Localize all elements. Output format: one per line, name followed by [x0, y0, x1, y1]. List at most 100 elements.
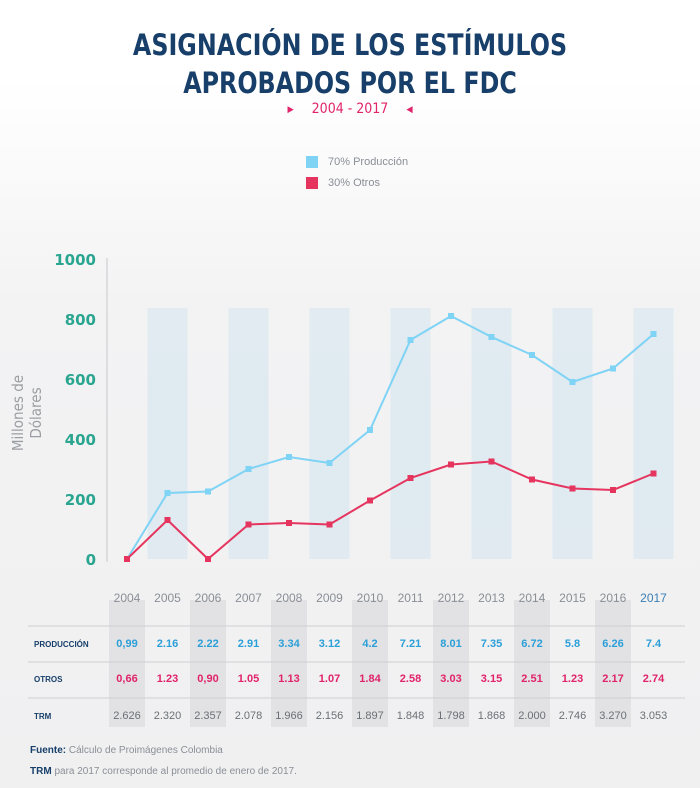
x-tick-label: 2008: [275, 591, 303, 605]
y-tick-label: 800: [65, 311, 96, 329]
data-point-otros: [245, 521, 252, 528]
x-tick-label: 2004: [113, 591, 141, 605]
table-cell: 1.868: [477, 710, 506, 722]
chart-title-line2: APROBADOS POR EL FDC: [183, 66, 517, 100]
table-cell: 2.746: [558, 710, 587, 722]
data-point-otros: [448, 461, 454, 468]
data-point-produccion: [326, 460, 333, 466]
data-point-otros: [650, 470, 657, 477]
table-cell: 1.897: [356, 710, 384, 722]
triangle-left-icon: ◀: [406, 105, 413, 115]
data-point-produccion: [448, 313, 454, 319]
table-cell: 5.8: [564, 638, 581, 650]
table-column-band: [271, 600, 307, 727]
table-cell: 0,66: [116, 673, 138, 685]
table-cell: 3.270: [599, 710, 627, 722]
chart-column-band: [309, 308, 350, 559]
chart-title-line1: ASIGNACIÓN DE LOS ESTÍMULOS: [132, 28, 568, 62]
subtitle-text: 2004 - 2017: [311, 101, 389, 117]
table-cell: 1.13: [278, 673, 300, 685]
x-tick-label: 2012: [437, 591, 465, 605]
table-cell: 3.15: [480, 673, 503, 685]
table-cell: 2.156: [315, 710, 344, 722]
table-cell: 8.01: [440, 638, 462, 650]
table-cell: 3.053: [639, 710, 668, 722]
series-line-produccion: [126, 314, 655, 560]
chart-column-band: [552, 308, 593, 559]
table-cell: 3.03: [440, 673, 462, 685]
table-cell: 2.91: [237, 638, 260, 650]
chart-subtitle: ▶ 2004 - 2017 ◀: [0, 101, 700, 117]
table-column-band: [514, 600, 550, 727]
table-cell: 2.58: [399, 673, 422, 685]
table-cell: 2.16: [156, 638, 179, 650]
y-tick-label: 600: [65, 371, 96, 389]
x-tick-label: 2006: [194, 591, 222, 605]
data-point-produccion: [407, 337, 414, 343]
data-point-produccion: [205, 488, 211, 495]
table-cell: 4.2: [362, 638, 378, 650]
table-cell: 1.966: [275, 710, 303, 722]
table-cell: 7.35: [480, 638, 503, 650]
table-cell: 1.23: [156, 673, 179, 685]
table-column-band: [433, 600, 469, 727]
table-cell: 2.078: [234, 710, 263, 722]
x-tick-label: 2010: [356, 591, 384, 605]
data-point-produccion: [529, 352, 535, 358]
x-tick-label: 2007: [235, 591, 262, 605]
table-cell: 3.12: [318, 638, 341, 650]
legend-label-produccion: 70% Producción: [328, 155, 409, 168]
table-cell: 2.22: [197, 638, 219, 650]
legend-item-produccion: 70% Producción: [306, 151, 408, 172]
table-cell: 1.798: [437, 710, 465, 722]
x-tick-label: 2016: [599, 591, 627, 605]
table-cell: 0,90: [197, 673, 219, 685]
table-column-band: [109, 600, 145, 727]
chart-column-band: [633, 308, 674, 559]
trm-text: para 2017 corresponde al promedio de ene…: [51, 766, 297, 777]
table-row-label: OTROS: [34, 675, 63, 684]
x-tick-label: 2013: [478, 591, 505, 605]
table-cell: 2.626: [113, 710, 141, 722]
data-point-produccion: [286, 454, 292, 460]
source-text: Cálculo de Proimágenes Colombia: [66, 745, 223, 756]
trm-note: TRM para 2017 corresponde al promedio de…: [30, 766, 297, 777]
table-column-band: [352, 600, 388, 727]
y-tick-label: 0: [86, 551, 96, 569]
chart-column-band: [228, 308, 269, 559]
legend-swatch-otros: [306, 176, 318, 189]
table-cell: 2.000: [518, 710, 546, 722]
y-tick-label: 1000: [54, 251, 96, 269]
table-cell: 1.07: [318, 673, 341, 685]
x-tick-label: 2014: [518, 591, 546, 605]
table-column-band: [595, 600, 631, 727]
table-cell: 6.72: [521, 638, 543, 650]
series-line-otros: [126, 460, 654, 561]
data-point-produccion: [245, 466, 252, 472]
table-row-label: PRODUCCIÓN: [34, 640, 89, 649]
table-cell: 2.320: [153, 710, 182, 722]
legend: 70% Producción 30% Otros: [306, 151, 408, 193]
trm-label: TRM: [30, 766, 52, 777]
table-cell: 2.51: [521, 673, 543, 685]
chart-column-band: [471, 308, 512, 559]
x-tick-label: 2011: [397, 591, 424, 605]
table-cell: 1.23: [561, 673, 584, 685]
table-cell: 7.4: [645, 638, 662, 650]
table-cell: 1.05: [237, 673, 260, 685]
data-point-produccion: [569, 379, 576, 385]
data-point-otros: [569, 485, 576, 492]
triangle-right-icon: ▶: [287, 105, 294, 115]
y-tick-label: 400: [65, 431, 96, 449]
table-cell: 2.357: [194, 710, 222, 722]
table-cell: 7.21: [399, 638, 422, 650]
data-point-produccion: [650, 331, 657, 337]
table-cell: 0,99: [116, 638, 138, 650]
legend-item-otros: 30% Otros: [306, 172, 408, 193]
data-point-produccion: [610, 365, 616, 372]
data-point-otros: [164, 517, 171, 523]
source-label: Fuente:: [30, 745, 67, 756]
data-point-otros: [205, 556, 211, 562]
data-point-otros: [407, 475, 414, 481]
data-point-otros: [367, 497, 373, 504]
